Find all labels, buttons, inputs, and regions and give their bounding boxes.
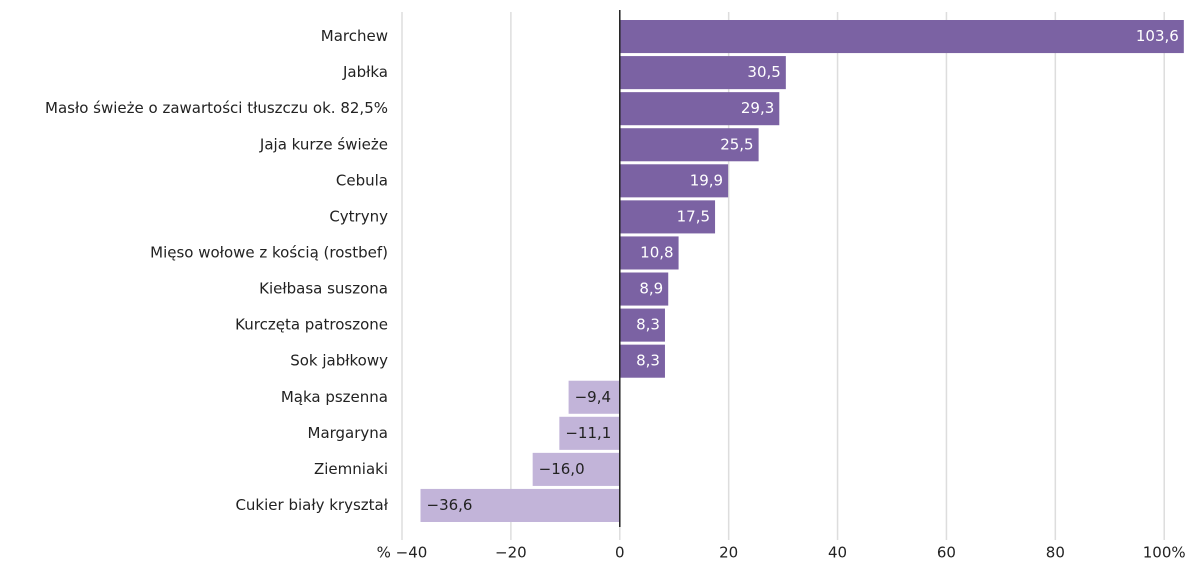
value-label: 29,3	[741, 99, 774, 117]
y-tick-label: Kurczęta patroszone	[235, 316, 388, 334]
bar	[619, 344, 665, 378]
bar	[619, 92, 780, 126]
x-tick-label: 100%	[1143, 544, 1186, 562]
x-tick-label: 0	[615, 544, 625, 562]
x-tick-label: % −40	[377, 544, 428, 562]
bar	[619, 56, 786, 90]
value-label: 17,5	[677, 207, 710, 225]
x-tick-label: −20	[495, 544, 527, 562]
y-tick-label: Mąka pszenna	[281, 388, 388, 406]
value-label: −36,6	[427, 496, 473, 514]
value-label: 8,3	[636, 352, 660, 370]
y-tick-label: Sok jabłkowy	[290, 352, 388, 370]
bar	[619, 20, 1184, 54]
bar	[619, 308, 665, 342]
x-tick-label: 60	[937, 544, 956, 562]
value-label: −11,1	[565, 424, 611, 442]
bar	[568, 380, 620, 414]
bar	[559, 416, 620, 450]
y-tick-label: Jaja kurze świeże	[259, 135, 388, 153]
value-label: 25,5	[720, 135, 753, 153]
x-tick-label: 80	[1046, 544, 1065, 562]
y-tick-label: Cebula	[336, 171, 388, 189]
x-tick-label: 40	[828, 544, 847, 562]
value-label: −9,4	[575, 388, 611, 406]
x-tick-label: 20	[719, 544, 738, 562]
bar	[619, 128, 759, 162]
value-label: 103,6	[1136, 27, 1179, 45]
bar	[619, 164, 729, 198]
y-tick-label: Ziemniaki	[314, 460, 388, 478]
y-tick-label: Mięso wołowe z kością (rostbef)	[150, 243, 388, 261]
value-label: 19,9	[690, 171, 723, 189]
y-tick-label: Masło świeże o zawartości tłuszczu ok. 8…	[45, 99, 388, 117]
value-label: 30,5	[747, 63, 780, 81]
y-tick-label: Kiełbasa suszona	[259, 280, 388, 298]
y-tick-label: Marchew	[321, 27, 388, 45]
value-label: 10,8	[640, 243, 673, 261]
bar	[532, 452, 620, 486]
value-label: 8,3	[636, 316, 660, 334]
y-tick-label: Margaryna	[308, 424, 389, 442]
bar	[420, 488, 620, 522]
y-tick-label: Cukier biały kryształ	[235, 496, 388, 514]
y-tick-label: Jabłka	[342, 63, 388, 81]
bar	[619, 272, 669, 306]
bar	[619, 236, 679, 270]
y-tick-label: Cytryny	[329, 207, 388, 225]
value-label: 8,9	[639, 280, 663, 298]
bar	[619, 200, 716, 234]
value-label: −16,0	[539, 460, 585, 478]
